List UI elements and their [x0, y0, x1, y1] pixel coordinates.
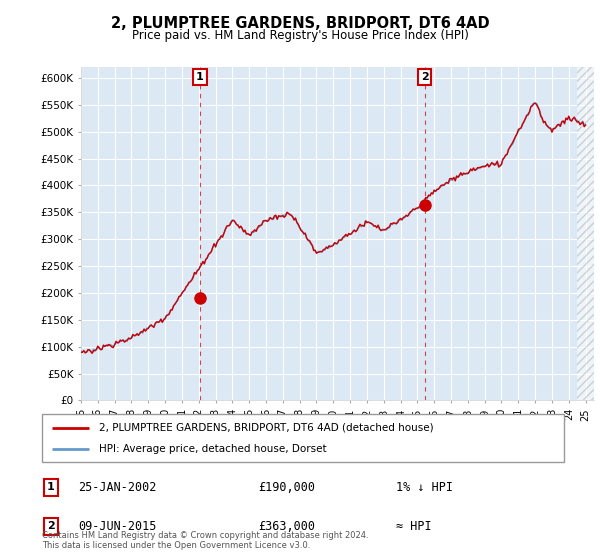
- Text: 1% ↓ HPI: 1% ↓ HPI: [396, 480, 453, 494]
- Text: 1: 1: [196, 72, 204, 82]
- Text: £363,000: £363,000: [258, 520, 315, 533]
- Text: 09-JUN-2015: 09-JUN-2015: [78, 520, 157, 533]
- Text: HPI: Average price, detached house, Dorset: HPI: Average price, detached house, Dors…: [100, 444, 327, 454]
- Text: Contains HM Land Registry data © Crown copyright and database right 2024.
This d: Contains HM Land Registry data © Crown c…: [42, 530, 368, 550]
- Text: ≈ HPI: ≈ HPI: [396, 520, 431, 533]
- Text: 2, PLUMPTREE GARDENS, BRIDPORT, DT6 4AD: 2, PLUMPTREE GARDENS, BRIDPORT, DT6 4AD: [110, 16, 490, 31]
- Bar: [577, 67, 594, 400]
- Text: 25-JAN-2002: 25-JAN-2002: [78, 480, 157, 494]
- Text: Price paid vs. HM Land Registry's House Price Index (HPI): Price paid vs. HM Land Registry's House …: [131, 29, 469, 42]
- Text: 2: 2: [421, 72, 428, 82]
- Text: £190,000: £190,000: [258, 480, 315, 494]
- Text: 2: 2: [47, 521, 55, 531]
- Text: 2, PLUMPTREE GARDENS, BRIDPORT, DT6 4AD (detached house): 2, PLUMPTREE GARDENS, BRIDPORT, DT6 4AD …: [100, 423, 434, 433]
- Text: 1: 1: [47, 482, 55, 492]
